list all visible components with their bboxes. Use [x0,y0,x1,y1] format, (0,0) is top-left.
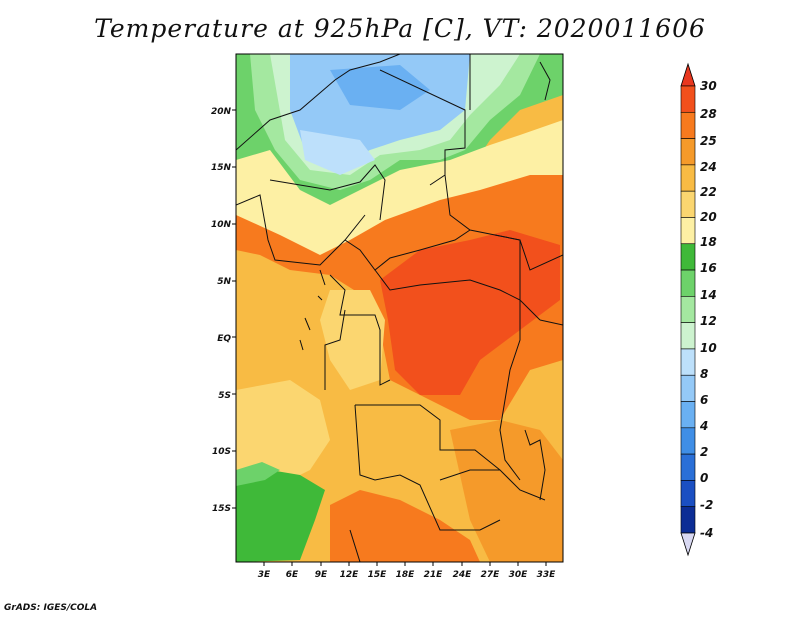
border-gabon [324,309,346,390]
border-south-sudan [494,234,521,300]
lon-ticks [263,562,547,566]
colorbar-label: 25 [700,134,717,148]
border-great-lakes [499,300,521,481]
colorbar-label: 28 [700,107,717,121]
colorbar-label: 16 [700,261,717,275]
field-orange-south [330,490,480,562]
field-lightblue-patch [300,130,375,175]
colorbar: 30 28 25 24 22 20 18 16 14 12 10 8 6 4 2… [680,62,717,557]
border-zambia [439,469,546,501]
border-angola-drc [355,404,501,471]
colorbar-label: 0 [700,471,708,485]
lat-label: 15S [212,504,231,514]
colorbar-label: 14 [700,288,717,302]
field-lightgreen-sw [236,462,280,486]
map-frame [235,53,564,563]
field-pale-sahel [236,120,563,260]
field-green-sw [236,470,325,562]
grads-credit: GrADS: IGES/COLA [4,603,98,613]
colorbar-cell [680,506,696,534]
colorbar-top-arrow [680,62,696,87]
colorbar-label: 10 [700,341,717,355]
lat-label: 5N [217,277,231,287]
lat-label: 15N [211,163,232,173]
longitude-axis: 3E 6E 9E 12E 15E 18E 21E 24E 27E 30E 33E [258,562,556,580]
colorbar-label: 2 [700,445,708,459]
colorbar-label: 4 [699,419,708,433]
field-west-pale [236,380,330,490]
colorbar-label: -4 [700,526,713,540]
lon-label: 9E [315,570,328,580]
border-niger-nigeria [269,164,386,221]
lon-label: 15E [368,570,388,580]
lon-label: 6E [286,570,299,580]
colorbar-label: 8 [700,367,708,381]
colorbar-cell [680,217,696,245]
colorbar-cell [680,374,696,402]
colorbar-label: 18 [700,235,717,249]
colorbar-cell [680,243,696,271]
lon-label: 30E [509,570,529,580]
lon-label: 27E [481,570,501,580]
coastline-red-sea [539,61,551,101]
border-angola-south [354,404,501,531]
lon-label: 12E [340,570,360,580]
colorbar-cell [680,111,696,139]
colorbar-cell [680,348,696,376]
lat-label: 5S [218,391,231,401]
lat-label: EQ [217,334,231,344]
colorbar-cell [680,322,696,350]
field-orange-southeast [450,420,563,562]
latitude-axis: 20N 15N 10N 5N EQ 5S 10S 15S [211,107,236,514]
border-kenya [539,319,563,326]
colorbar-cell [680,190,696,218]
colorbar-cell [680,85,696,113]
lon-label: 3E [258,570,271,580]
lon-label: 18E [396,570,416,580]
lake-outline [524,429,546,501]
border-chad-libya [379,69,466,186]
lat-label: 10N [211,220,232,230]
colorbar-cell [680,480,696,508]
lon-label: 33E [537,570,557,580]
field-sky-blue [330,65,430,110]
colorbar-label: 30 [700,79,717,93]
border-niger-algeria [236,54,401,151]
colorbar-cell [680,164,696,192]
colorbar-label: -2 [700,498,713,512]
lon-label: 24E [453,570,473,580]
colorbar-bottom-arrow [680,532,696,557]
coastline-islands [299,269,326,351]
colorbar-cell [680,138,696,166]
lon-label: 21E [424,570,444,580]
lat-ticks [232,109,236,509]
colorbar-cell [680,427,696,455]
colorbar-cell [680,269,696,297]
temperature-field [236,54,563,562]
colorbar-cell [680,401,696,429]
colorbar-label: 24 [700,160,717,174]
border-namibia [349,529,361,562]
colorbar-label: 6 [700,393,708,407]
colorbar-label: 12 [700,314,717,328]
lat-label: 20N [211,107,232,117]
colorbar-cell [680,453,696,481]
chart-title: Temperature at 925hPa [C], VT: 202001160… [94,14,706,43]
border-congo [329,274,391,386]
country-borders [236,54,563,562]
colorbar-label: 22 [700,185,717,199]
colorbar-cell [680,296,696,323]
field-red-core [380,230,560,395]
border-car-north [344,229,471,271]
colorbar-label: 20 [700,210,717,224]
colorbar-cells [680,85,696,534]
lat-label: 10S [212,447,231,457]
